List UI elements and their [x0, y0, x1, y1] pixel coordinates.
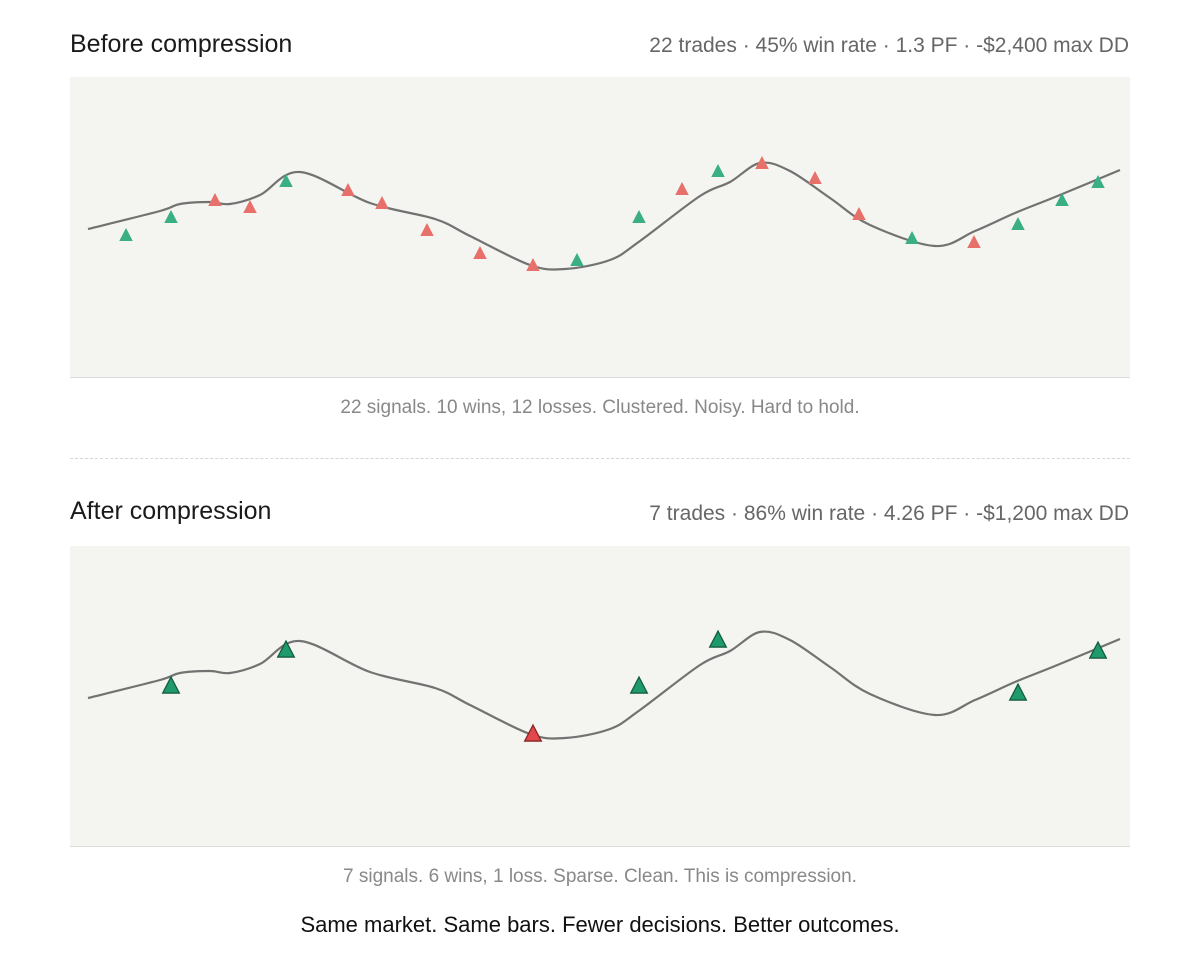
- win-signal-marker: [905, 230, 919, 244]
- win-signal-marker: [1091, 174, 1105, 188]
- loss-signal-marker: [675, 181, 689, 195]
- loss-signal-marker: [852, 206, 866, 220]
- loss-signal-marker: [341, 182, 355, 196]
- win-signal-marker: [1008, 682, 1028, 701]
- loss-signal-marker: [526, 257, 540, 271]
- after-chart-caption: 7 signals. 6 wins, 1 loss. Sparse. Clean…: [343, 866, 857, 887]
- win-signal-marker: [708, 629, 728, 648]
- loss-signal-marker: [808, 170, 822, 184]
- win-signal-marker: [119, 227, 133, 241]
- after-chart-panel: [70, 546, 1130, 847]
- win-signal-marker: [629, 675, 649, 694]
- win-signal-marker: [711, 163, 725, 177]
- win-signal-marker: [164, 209, 178, 223]
- win-signal-marker: [1088, 640, 1108, 659]
- loss-signal-marker: [755, 155, 769, 169]
- win-signal-marker: [632, 209, 646, 223]
- footer-statement: Same market. Same bars. Fewer decisions.…: [300, 912, 900, 937]
- before-chart-stats: 22 trades · 45% win rate · 1.3 PF · -$2,…: [649, 34, 1129, 57]
- loss-signal-marker: [967, 234, 981, 248]
- after-chart-stats: 7 trades · 86% win rate · 4.26 PF · -$1,…: [649, 502, 1129, 525]
- win-signal-marker: [570, 252, 584, 266]
- win-signal-marker: [279, 173, 293, 187]
- before-chart-caption: 22 signals. 10 wins, 12 losses. Clustere…: [340, 397, 860, 418]
- before-chart-title: Before compression: [70, 30, 293, 58]
- price-line: [87, 161, 1121, 271]
- after-chart-svg: [87, 629, 1121, 742]
- loss-signal-marker: [420, 222, 434, 236]
- win-signal-marker: [276, 639, 296, 658]
- win-signal-marker: [161, 675, 181, 694]
- before-chart-svg: [87, 155, 1121, 271]
- loss-signal-marker: [375, 195, 389, 209]
- price-line: [87, 630, 1121, 740]
- section-divider: [70, 458, 1130, 459]
- after-chart-title: After compression: [70, 497, 272, 525]
- loss-signal-marker: [243, 199, 257, 213]
- win-signal-marker: [1055, 192, 1069, 206]
- loss-signal-marker: [208, 192, 222, 206]
- before-chart-panel: [70, 77, 1130, 378]
- loss-signal-marker: [523, 723, 543, 742]
- win-signal-marker: [1011, 216, 1025, 230]
- loss-signal-marker: [473, 245, 487, 259]
